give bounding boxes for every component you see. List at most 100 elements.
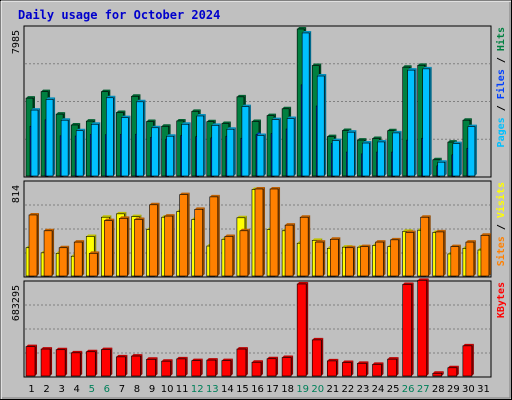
bar-sites-day-4-top bbox=[74, 240, 85, 243]
bar-kbytes-day-2-top bbox=[41, 347, 53, 350]
panel-hits-files-pages: 7985 Pages / Files / Hits bbox=[11, 25, 507, 178]
bar-sites-day-31-top bbox=[480, 233, 491, 236]
bar-sites-day-29-face bbox=[450, 246, 460, 277]
bar-kbytes-day-21-face bbox=[326, 360, 337, 377]
bar-hits-day-20-top bbox=[312, 63, 322, 66]
bar-sites-day-15-side bbox=[247, 228, 250, 276]
bar-kbytes-day-21-top bbox=[327, 358, 339, 361]
legend-entry: Files bbox=[495, 69, 507, 99]
x-tick-day-26: 26 bbox=[402, 384, 415, 395]
bar-kbytes-day-10-face bbox=[161, 360, 171, 377]
bar-sites-day-27-top bbox=[420, 215, 431, 218]
bar-pages-day-22-face bbox=[347, 131, 355, 177]
bar-kbytes-day-29-top bbox=[447, 365, 459, 368]
bar-kbytes-day-26 bbox=[402, 282, 414, 377]
bar-sites-day-20-side bbox=[323, 240, 326, 276]
bar-pages-day-25-side bbox=[399, 130, 402, 176]
bar-pages-day-5 bbox=[90, 122, 101, 177]
bar-pages-day-2-side bbox=[53, 97, 56, 176]
x-tick-day-11: 11 bbox=[176, 384, 189, 395]
bar-kbytes-day-13-side bbox=[215, 358, 218, 376]
bar-sites-day-31-side bbox=[488, 233, 491, 276]
bar-pages-day-14-face bbox=[226, 128, 235, 177]
bar-pages-day-6 bbox=[106, 95, 116, 177]
bar-hits-day-7-top bbox=[116, 110, 126, 113]
bar-files-day-16-top bbox=[255, 132, 261, 135]
bar-sites-day-20 bbox=[314, 240, 326, 277]
bar-pages-day-19-top bbox=[302, 30, 312, 33]
legend-kbytes: KBytes bbox=[496, 282, 507, 318]
bar-kbytes-day-12-top bbox=[191, 358, 203, 361]
bar-kbytes-day-24-top bbox=[372, 362, 384, 365]
bar-pages-day-2 bbox=[45, 97, 56, 177]
bar-kbytes-day-3 bbox=[55, 347, 68, 377]
bar-pages-day-14 bbox=[226, 127, 236, 177]
bar-pages-day-23 bbox=[362, 141, 372, 177]
bar-pages-day-25-face bbox=[392, 132, 400, 177]
x-axis-labels: 1 2 3 4 5 6 7 8 9 10 11 12 13 14 15 16 17 18 19 20 21 22 23 24 2… bbox=[28, 384, 489, 395]
bar-hits-day-5-top bbox=[86, 119, 96, 122]
bar-hits-day-30-top bbox=[462, 118, 472, 121]
bar-visits-day-8-top bbox=[131, 214, 142, 217]
bar-pages-day-10-top bbox=[166, 134, 176, 137]
bar-kbytes-day-6-side bbox=[110, 347, 113, 376]
bar-pages-day-12-top bbox=[196, 113, 206, 116]
chart-panels: 7985 Pages / Files / Hits 814 Sites / Visit… bbox=[11, 25, 507, 378]
bar-hits-day-8-top bbox=[131, 94, 141, 97]
bar-pages-day-30-top bbox=[467, 124, 477, 127]
bar-kbytes-day-20-face bbox=[311, 339, 322, 377]
bar-pages-day-24-top bbox=[377, 139, 387, 142]
bar-kbytes-day-29-face bbox=[447, 367, 458, 377]
bar-pages-day-18 bbox=[286, 116, 297, 177]
bar-pages-day-13-top bbox=[211, 123, 221, 126]
y-max-label: 683295 bbox=[11, 285, 22, 321]
bar-pages-day-1 bbox=[30, 108, 40, 177]
bar-sites-day-29-top bbox=[450, 244, 461, 247]
bar-kbytes-day-22-top bbox=[342, 360, 354, 363]
bar-sites-day-18-top bbox=[285, 223, 296, 226]
bar-kbytes-day-4-top bbox=[71, 350, 83, 353]
bar-pages-day-27-top bbox=[422, 66, 432, 69]
bar-kbytes-day-9 bbox=[146, 357, 158, 377]
legend-entry: Pages bbox=[496, 117, 507, 147]
bar-sites-day-12-face bbox=[194, 209, 204, 277]
bar-hits-day-16-top bbox=[251, 119, 261, 122]
legend-entry: Sites bbox=[495, 236, 507, 266]
bar-pages-day-16-face bbox=[256, 135, 265, 177]
bar-pages-day-28-top bbox=[437, 160, 447, 163]
x-tick-day-7: 7 bbox=[119, 384, 125, 395]
bar-kbytes-day-2 bbox=[40, 347, 53, 377]
bar-sites-day-16-side bbox=[262, 186, 265, 276]
bar-pages-day-13 bbox=[211, 123, 221, 177]
bar-kbytes-day-27-side bbox=[426, 278, 429, 376]
bar-pages-day-29-top bbox=[452, 141, 462, 144]
bar-sites-day-15-face bbox=[239, 230, 249, 277]
bar-pages-day-15 bbox=[241, 104, 251, 177]
bar-kbytes-day-1-face bbox=[25, 346, 36, 377]
bar-sites-day-20-face bbox=[314, 241, 324, 277]
bar-kbytes-day-11-top bbox=[176, 356, 188, 359]
bar-pages-day-30 bbox=[467, 124, 477, 177]
bar-pages-day-2-face bbox=[45, 99, 54, 177]
legend-entry: Visits bbox=[495, 182, 507, 218]
bar-kbytes-day-3-side bbox=[65, 347, 68, 376]
bar-pages-day-21-face bbox=[331, 140, 340, 177]
bar-kbytes-day-9-face bbox=[146, 359, 156, 377]
bar-sites-day-1-top bbox=[29, 212, 39, 215]
bar-hits-day-18-top bbox=[282, 106, 292, 109]
bar-kbytes-day-11-side bbox=[185, 356, 188, 376]
bar-sites-day-13-side bbox=[217, 194, 220, 276]
bar-kbytes-day-2-side bbox=[50, 347, 53, 376]
bar-sites-day-28-side bbox=[443, 229, 446, 276]
bar-pages-day-8 bbox=[136, 99, 146, 177]
bar-kbytes-day-22 bbox=[342, 360, 354, 377]
bar-pages-day-17-face bbox=[271, 119, 280, 177]
x-tick-day-24: 24 bbox=[372, 384, 385, 395]
bar-kbytes-day-8-top bbox=[131, 354, 143, 357]
bar-sites-day-9-top bbox=[149, 202, 160, 205]
bar-hits-day-29-top bbox=[447, 140, 457, 143]
bar-kbytes-day-30-side bbox=[471, 343, 474, 376]
bar-pages-day-9-face bbox=[151, 127, 159, 177]
bar-sites-day-11-side bbox=[187, 192, 190, 276]
bar-kbytes-day-13-face bbox=[206, 359, 217, 377]
